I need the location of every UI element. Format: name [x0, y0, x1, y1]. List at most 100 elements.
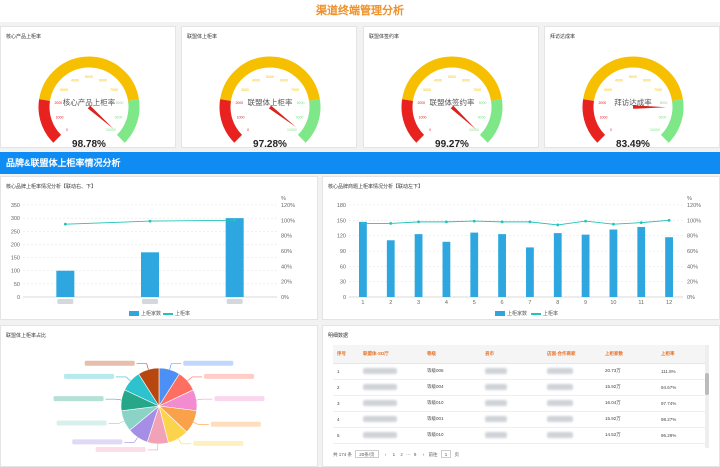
gauge-value: 83.49% — [616, 139, 650, 150]
pager-ellipsis[interactable]: ··· — [406, 452, 411, 457]
col-header-alliance[interactable]: 联盟体-SD厅 — [359, 345, 423, 364]
col-header-rate[interactable]: 上柜率 — [657, 345, 709, 364]
y2-tick-label: 80% — [281, 234, 292, 240]
col-header-label: 县市 — [485, 350, 494, 356]
page-unit-label: 页 — [454, 452, 460, 457]
y-tick-label: 250 — [11, 229, 20, 235]
page-size-select[interactable]: 20条/页 — [355, 450, 379, 458]
gauge-tick-label: 1000 — [237, 116, 245, 120]
legend-bar[interactable]: 上柜家数 — [129, 310, 161, 317]
gauge-tick-label: 1000 — [56, 116, 64, 120]
gauge-tick-label: 5000 — [448, 75, 456, 79]
rate-point — [389, 222, 393, 225]
cell-redacted — [543, 411, 601, 428]
pie-label-redacted — [56, 420, 107, 426]
pie-label-redacted — [95, 446, 146, 452]
pie-leader-line — [193, 421, 209, 426]
cell-count: 20.73万 — [601, 363, 657, 380]
table-row[interactable]: 4 等级001 15.92万 98.27% — [333, 411, 709, 428]
scrollbar-thumb[interactable] — [705, 373, 709, 395]
pie-leader-line — [187, 376, 203, 382]
page-jump-input[interactable]: 1 — [440, 450, 452, 458]
table-header-row: 序号 联盟体-SD厅 等级 县市 店面-合作商家 上柜家数 上柜率 — [333, 345, 709, 364]
prev-page-button[interactable]: ‹ — [384, 452, 387, 457]
x-tick-label: 6 — [501, 300, 504, 306]
pie-label-redacted — [183, 360, 234, 366]
cell-redacted — [359, 427, 423, 444]
bar — [581, 234, 590, 297]
table-row[interactable]: 1 等级005 20.73万 111.8% — [333, 363, 709, 380]
col-header-count[interactable]: 上柜家数 — [601, 345, 657, 364]
gauge-band — [660, 99, 684, 143]
gauge-tick-label: 5000 — [266, 75, 274, 79]
col-header-no[interactable]: 序号 — [333, 345, 359, 364]
cell-redacted — [543, 363, 601, 380]
cell-redacted — [543, 427, 601, 444]
cell-redacted — [481, 411, 543, 428]
gauge-band — [220, 56, 320, 102]
gauge-tick-label: 7000 — [473, 88, 481, 92]
gauge-chart: 0 1000 2000 3000 4000 5000 6000 7000 8000 9000 100… — [401, 56, 503, 143]
x-tick-label: 2 — [389, 300, 392, 306]
page-1-button[interactable]: 1 — [392, 452, 396, 457]
y-tick-label: 180 — [337, 203, 346, 209]
cell-no: 2 — [333, 379, 359, 396]
table-row[interactable]: 2 等级004 15.92万 94.67% — [333, 379, 709, 396]
gauge-panel-visit: 拜访达成率 0 1000 2000 3000 4000 5000 6000 7000 8000 9… — [544, 26, 720, 150]
rate-line — [362, 219, 670, 226]
legend-line-label: 上柜率 — [543, 311, 559, 317]
page-9-button[interactable]: 9 — [413, 452, 417, 457]
gauge-tick-label: 3000 — [423, 88, 431, 92]
table-title: 明细数据 — [328, 333, 349, 339]
gauge-chart: 0 1000 2000 3000 4000 5000 6000 7000 8000 9000 100… — [38, 56, 140, 143]
rate-point — [233, 218, 237, 222]
cell-no: 5 — [333, 427, 359, 444]
gauge-tick-label: 5000 — [85, 75, 93, 79]
y2-tick-label: 0% — [687, 295, 695, 301]
gauge-tick-label: 7000 — [654, 88, 662, 92]
pie-leader-line — [105, 398, 122, 401]
chart-panel-brand: 核心品牌上柜率情况分析【联动右、下】 0 50 100 150 200 250 300 350… — [0, 176, 318, 320]
table-row[interactable]: 5 等级010 14.52万 96.29% — [333, 427, 709, 444]
cell-count: 16.04万 — [601, 395, 657, 412]
table-scrollbar[interactable] — [705, 345, 709, 448]
rate-point — [556, 223, 560, 227]
y-tick-label: 350 — [11, 203, 20, 209]
legend-bar[interactable]: 上柜家数 — [495, 310, 527, 317]
pie-leader-line — [178, 438, 192, 445]
legend-line[interactable]: 上柜率 — [163, 310, 190, 317]
col-header-label: 等级 — [427, 350, 436, 356]
y2-tick-label: 60% — [281, 249, 292, 255]
cell-redacted — [481, 395, 543, 412]
x-tick-label: 9 — [584, 300, 587, 306]
gauge-tick-label: 4000 — [71, 78, 79, 82]
gauge-tick-label: 6000 — [643, 78, 651, 82]
cell-level: 等级010 — [423, 427, 481, 444]
gauge-tick-label: 1000 — [419, 116, 427, 120]
rate-point — [148, 219, 152, 223]
bar — [526, 247, 534, 297]
y2-unit-label: % — [687, 196, 692, 202]
gauge-label: 联盟体上柜率 — [247, 98, 293, 107]
y-tick-label: 100 — [11, 269, 20, 275]
gauge-tick-label: 3000 — [241, 88, 249, 92]
cell-level: 等级010 — [423, 395, 481, 412]
col-header-level[interactable]: 等级 — [423, 345, 481, 364]
y2-tick-label: 0% — [281, 295, 289, 301]
gauge-needle — [87, 105, 114, 129]
y2-tick-label: 60% — [687, 249, 698, 255]
gauge-tick-label: 8000 — [660, 101, 668, 105]
table-row[interactable]: 3 等级010 16.04万 97.74% — [333, 395, 709, 412]
goto-label: 前往 — [428, 452, 438, 457]
rate-point — [639, 221, 643, 225]
next-page-button[interactable]: › — [422, 452, 425, 457]
gauge-tick-label: 0 — [66, 128, 68, 132]
cell-redacted — [481, 363, 543, 380]
y2-tick-label: 100% — [687, 218, 701, 224]
gauge-tick-label: 0 — [429, 128, 431, 132]
col-header-county[interactable]: 县市 — [481, 345, 543, 364]
legend-line[interactable]: 上柜率 — [531, 310, 558, 317]
col-header-store[interactable]: 店面-合作商家 — [543, 345, 601, 364]
gauge-tick-label: 9000 — [296, 116, 304, 120]
page-2-button[interactable]: 2 — [400, 452, 403, 457]
